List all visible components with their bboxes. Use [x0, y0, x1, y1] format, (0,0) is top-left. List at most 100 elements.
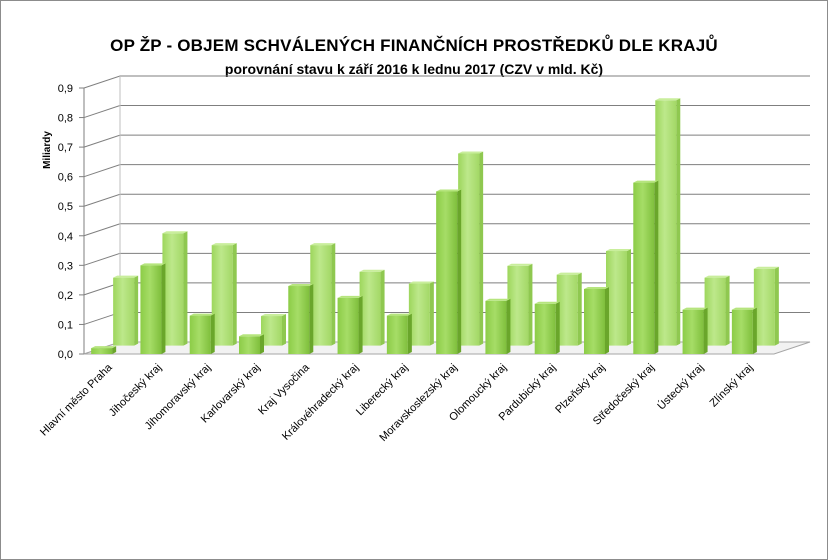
y-tick-label: 0,8: [58, 113, 73, 125]
back-series-bar-side: [183, 231, 188, 346]
y-tick-label: 0,7: [58, 142, 73, 154]
back-series-bar: [211, 243, 237, 346]
y-tick-label: 0,3: [58, 260, 73, 272]
front-series-bar-side: [605, 286, 609, 354]
back-series-bar-top: [753, 266, 779, 269]
back-series-bar: [556, 272, 582, 346]
front-series-bar: [337, 295, 363, 354]
front-series-bar-face: [633, 182, 655, 354]
back-series-bar-top: [606, 249, 631, 252]
front-series-bar-top: [189, 313, 215, 316]
y-tick-label: 0,0: [58, 349, 73, 361]
back-series-bar-face: [507, 265, 529, 346]
gridline: [83, 75, 810, 89]
back-series-bar-face: [458, 153, 480, 346]
back-series-bar: [162, 231, 188, 346]
back-series-bar-face: [408, 283, 430, 346]
back-series-bar-face: [261, 316, 282, 346]
front-series-bar-face: [386, 315, 408, 354]
back-series-bar: [359, 269, 385, 346]
back-series-bar-face: [606, 251, 627, 346]
front-series-bar: [140, 263, 166, 354]
back-series-bar: [606, 249, 631, 346]
front-series-bar-side: [161, 263, 166, 354]
front-series-bar-side: [457, 189, 462, 354]
back-series-bar-top: [359, 269, 385, 272]
back-series-bar: [704, 275, 730, 346]
front-series-bar-top: [534, 301, 560, 304]
back-series-bar-top: [113, 275, 139, 278]
front-series-bar: [731, 307, 757, 354]
front-series-bar: [534, 301, 560, 354]
back-series-bar-face: [704, 277, 726, 346]
front-series-bar-face: [534, 303, 556, 354]
back-series-bar-top: [310, 243, 336, 246]
front-series-bar-face: [189, 315, 211, 354]
x-tick-label: Hlavní město Praha: [38, 361, 115, 438]
y-tick-label: 0,2: [58, 290, 73, 302]
back-series-bar: [113, 275, 139, 346]
front-series-bar: [189, 313, 215, 354]
front-series-bar-side: [703, 307, 708, 354]
front-series-bar: [386, 313, 412, 354]
back-series-bar-side: [725, 275, 730, 346]
back-series-bar: [655, 98, 681, 346]
front-series-bar-top: [386, 313, 412, 316]
back-series-bar-side: [282, 314, 286, 346]
back-series-bar-side: [774, 266, 779, 346]
back-series-bar-side: [627, 249, 631, 346]
front-series-bar-side: [358, 295, 363, 354]
front-series-bar: [239, 334, 264, 354]
back-series-bar-side: [331, 243, 336, 346]
back-series-bar-face: [211, 245, 233, 346]
back-series-bar-face: [162, 233, 184, 346]
gridline: [83, 164, 810, 178]
back-series-bar-side: [676, 98, 681, 346]
front-series-bar-face: [140, 265, 162, 354]
back-series-bar-side: [577, 272, 582, 346]
front-series-bar-top: [731, 307, 757, 310]
y-tick-label: 0,1: [58, 319, 73, 331]
chart-subtitle: porovnání stavu k září 2016 k lednu 2017…: [224, 61, 604, 77]
front-series-bar-top: [633, 180, 659, 183]
front-series-bar-side: [210, 313, 215, 354]
front-series-bar: [91, 346, 117, 354]
back-series-bar: [408, 281, 434, 346]
back-series-bar-face: [655, 100, 677, 346]
back-series-bar-side: [528, 263, 533, 346]
front-series-bar-side: [555, 301, 560, 354]
front-series-bar-face: [436, 191, 458, 354]
back-series-bar-face: [310, 245, 332, 346]
back-series-bar-top: [261, 314, 286, 317]
back-series-bar-top: [655, 98, 681, 101]
front-series-bar-top: [239, 334, 264, 337]
front-series-bar-top: [682, 307, 708, 310]
front-series-bar-side: [260, 334, 264, 354]
back-series-bar-top: [408, 281, 434, 284]
x-tick-label: Zlínský kraj: [708, 362, 756, 410]
back-series-bar-top: [162, 231, 188, 234]
back-series-bar-face: [359, 271, 381, 346]
front-series-bar-side: [407, 313, 412, 354]
front-series-bar: [436, 189, 462, 354]
back-series-bar-top: [556, 272, 582, 275]
chart-title: OP ŽP - OBJEM SCHVÁLENÝCH FINANČNÍCH PRO…: [110, 36, 718, 55]
y-tick-label: 0,6: [58, 172, 73, 184]
front-series-bar-side: [506, 298, 511, 354]
front-series-bar: [288, 284, 314, 354]
front-series-bar-side: [752, 307, 757, 354]
back-series-bar-top: [211, 243, 237, 246]
back-series-bar: [261, 314, 286, 346]
back-series-bar-side: [429, 281, 434, 346]
front-series-bar-side: [654, 180, 659, 354]
back-series-bar-face: [753, 268, 775, 346]
front-series-bar: [584, 286, 609, 354]
front-series-bar-face: [584, 288, 605, 354]
gridline: [83, 105, 810, 119]
back-series-bar: [753, 266, 779, 346]
front-series-bar-top: [485, 298, 511, 301]
back-series-bar-side: [479, 151, 484, 346]
front-series-bar-face: [485, 300, 507, 354]
front-series-bar-face: [239, 336, 260, 354]
front-series-bar: [485, 298, 511, 354]
